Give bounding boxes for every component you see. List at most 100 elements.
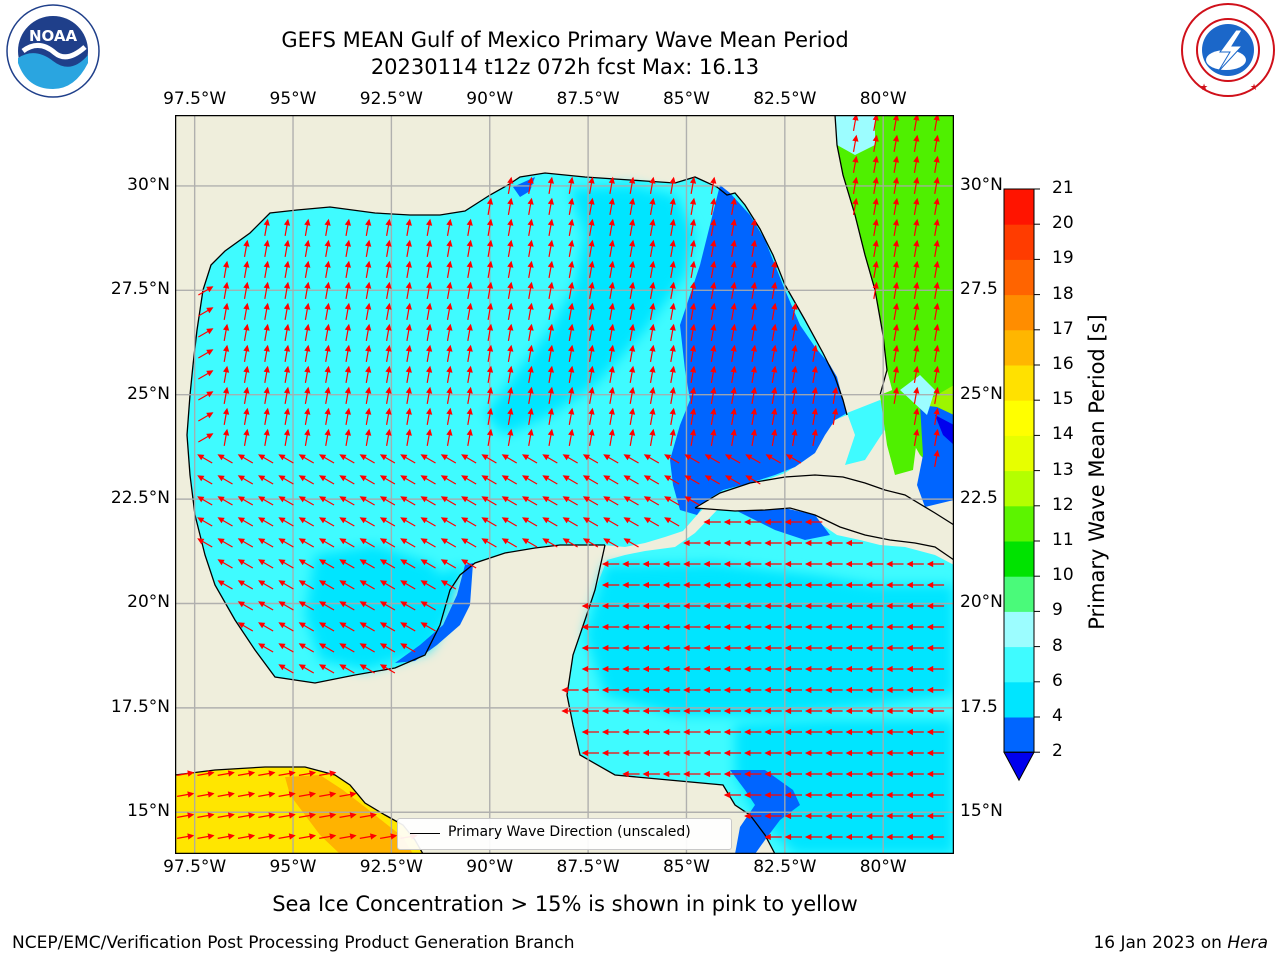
wave-arrow [446, 302, 453, 320]
wave-arrow [339, 580, 355, 590]
wave-arrow [217, 517, 233, 527]
colorbar-segment [1004, 329, 1034, 366]
wave-arrow [243, 323, 250, 341]
wave-arrow [913, 155, 920, 173]
wave-arrow [662, 707, 681, 715]
wave-arrow [278, 454, 294, 464]
wave-arrow [507, 407, 514, 425]
wave-arrow [446, 323, 453, 341]
wave-arrow [319, 812, 337, 819]
wave-arrow [845, 833, 863, 841]
wave-arrow [461, 538, 477, 548]
wave-arrow [730, 281, 737, 299]
wave-arrow [283, 260, 291, 278]
wave-arrow [542, 496, 558, 506]
wave-arrow [527, 386, 534, 404]
wave-arrow [791, 407, 798, 425]
wave-arrow [689, 302, 697, 320]
wave-arrow [649, 281, 656, 299]
wave-arrow [845, 749, 863, 757]
wave-arrow [420, 538, 436, 548]
wave-arrow [339, 454, 355, 464]
wave-arrow [365, 344, 372, 362]
wave-arrow [852, 176, 859, 194]
wave-arrow [440, 517, 457, 527]
wave-arrow [304, 428, 311, 446]
wave-arrow [258, 496, 274, 506]
wave-arrow [933, 323, 940, 341]
wave-arrow [278, 833, 296, 840]
wave-arrow [872, 239, 879, 257]
wave-arrow [683, 602, 701, 610]
wave-arrow [420, 622, 436, 632]
wave-arrow [379, 580, 396, 590]
wave-arrow [324, 386, 331, 404]
wave-arrow [926, 812, 945, 820]
wave-arrow [223, 365, 230, 383]
wave-arrow [926, 707, 945, 715]
wave-arrow [466, 218, 473, 236]
wave-arrow [608, 239, 615, 257]
wave-arrow [379, 475, 396, 485]
wave-arrow [324, 218, 331, 236]
wave-arrow [892, 239, 900, 257]
wave-arrow [804, 665, 823, 673]
wave-arrow [466, 281, 473, 299]
colorbar-title: Primary Wave Mean Period [s] [1085, 314, 1109, 630]
wave-arrow [198, 412, 214, 422]
wave-arrow [784, 749, 802, 757]
wave-arrow [784, 623, 802, 631]
wave-arrow [298, 770, 317, 777]
wave-arrow [601, 602, 620, 610]
wave-arrow [339, 791, 357, 798]
wave-arrow [804, 560, 823, 568]
gulf-of-mexico-map[interactable] [175, 115, 954, 854]
wave-arrow [581, 665, 599, 673]
wave-arrow [906, 665, 924, 673]
wave-arrow [811, 428, 818, 446]
wave-arrow [324, 365, 331, 383]
wave-arrow [845, 602, 863, 610]
wave-arrow [527, 302, 534, 320]
latitude-label: 27.5°N [110, 279, 170, 300]
wave-arrow [608, 218, 615, 236]
wave-arrow [750, 239, 757, 257]
wave-arrow [750, 365, 757, 383]
wave-arrow [380, 833, 398, 840]
latitude-label: 15°N [127, 801, 170, 822]
wave-arrow [669, 260, 676, 278]
wave-arrow [723, 707, 742, 715]
wave-arrow [913, 386, 920, 404]
wave-arrow [913, 407, 920, 425]
wave-arrow [588, 176, 595, 194]
wave-arrow [581, 686, 599, 694]
wave-arrow [710, 407, 717, 425]
wave-arrow [217, 538, 233, 548]
wave-arrow [344, 218, 351, 236]
wave-arrow [324, 281, 331, 299]
wave-arrow [527, 323, 534, 341]
wave-arrow [771, 323, 778, 341]
wave-arrow [804, 728, 823, 736]
wave-arrow [339, 475, 355, 485]
wave-arrow [933, 407, 940, 425]
wave-arrow [703, 665, 721, 673]
wave-arrow [278, 601, 294, 611]
wave-arrow [892, 344, 900, 362]
wave-arrow [507, 218, 514, 236]
wave-arrow [466, 239, 473, 257]
wave-arrow [865, 791, 884, 799]
wave-arrow [304, 281, 311, 299]
wave-arrow [852, 155, 859, 173]
footer-credit: NCEP/EMC/Verification Post Processing Pr… [12, 933, 575, 953]
latitude-label: 17.5°N [110, 696, 170, 717]
wave-arrow [283, 281, 291, 299]
wave-arrow [379, 454, 396, 464]
wave-arrow [629, 386, 636, 404]
wave-arrow [365, 218, 372, 236]
wave-arrow [581, 749, 599, 757]
wave-arrow [886, 623, 904, 631]
wave-arrow [913, 428, 920, 446]
wave-arrow [683, 644, 701, 652]
wave-arrow [527, 344, 534, 362]
